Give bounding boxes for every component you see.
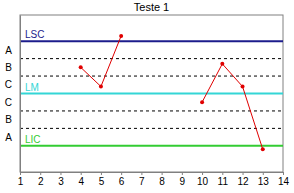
x-tick-mark xyxy=(121,172,122,175)
chart: LSCLMLIC1234567891011121314ABCCBATeste 1 xyxy=(0,0,294,193)
y-axis: ABCCBA xyxy=(5,16,21,173)
x-tick: 10 xyxy=(197,172,209,187)
x-tick-mark xyxy=(60,172,61,175)
zone-line xyxy=(20,76,283,77)
y-tick: C xyxy=(5,79,20,90)
reference-line xyxy=(20,145,283,147)
zone-line xyxy=(20,58,283,59)
reference-line xyxy=(20,93,283,95)
plot-frame xyxy=(20,15,283,172)
x-tick-label: 13 xyxy=(258,176,270,187)
series-point xyxy=(200,100,204,104)
title: Teste 1 xyxy=(134,1,169,13)
y-tick-label: A xyxy=(5,132,12,143)
reference-label: LM xyxy=(25,82,39,93)
x-tick-mark xyxy=(202,172,203,175)
reference-label: LSC xyxy=(25,29,44,40)
x-tick: 12 xyxy=(237,172,249,187)
x-tick: 13 xyxy=(258,172,270,187)
x-tick-label: 5 xyxy=(99,176,105,187)
y-tick: B xyxy=(5,62,20,73)
x-tick-label: 9 xyxy=(180,176,186,187)
x-tick-label: 4 xyxy=(78,176,84,187)
x-axis: 1234567891011121314 xyxy=(18,172,290,187)
x-tick-label: 11 xyxy=(218,176,229,187)
y-tick-label: B xyxy=(5,62,12,73)
x-tick: 5 xyxy=(99,172,105,187)
plot: LSCLMLIC1234567891011121314ABCCBA xyxy=(5,15,290,187)
x-tick-mark xyxy=(243,172,244,175)
reference-label: LIC xyxy=(25,134,41,145)
x-tick-mark xyxy=(263,172,264,175)
series-point xyxy=(261,147,265,151)
y-tick: A xyxy=(5,45,20,56)
x-tick-label: 12 xyxy=(237,176,249,187)
x-tick-mark xyxy=(162,172,163,175)
x-tick-label: 6 xyxy=(119,176,125,187)
x-tick: 7 xyxy=(139,172,145,187)
series-point xyxy=(79,65,83,69)
y-tick-label: B xyxy=(5,114,12,125)
x-tick: 1 xyxy=(18,172,24,187)
x-tick: 8 xyxy=(159,172,165,187)
x-tick-mark xyxy=(222,172,223,175)
y-tick: B xyxy=(5,114,20,125)
zone-line xyxy=(20,110,283,111)
reference-line xyxy=(20,40,283,42)
x-tick-mark xyxy=(81,172,82,175)
x-tick: 6 xyxy=(119,172,125,187)
x-tick: 3 xyxy=(58,172,64,187)
x-tick-mark xyxy=(141,172,142,175)
x-tick: 9 xyxy=(180,172,186,187)
y-tick-label: C xyxy=(5,97,12,108)
x-tick-label: 3 xyxy=(58,176,64,187)
x-tick-label: 14 xyxy=(278,176,290,187)
y-tick: A xyxy=(5,132,20,143)
y-tick-label: C xyxy=(5,79,12,90)
plot-content xyxy=(20,34,283,151)
x-tick: 4 xyxy=(78,172,84,187)
x-tick-label: 2 xyxy=(38,176,44,187)
x-tick-label: 10 xyxy=(197,176,209,187)
series-point xyxy=(220,62,224,66)
x-tick-mark xyxy=(182,172,183,175)
series-point xyxy=(119,34,123,38)
y-axis-line xyxy=(20,16,21,173)
series-line xyxy=(81,36,263,149)
x-tick-label: 8 xyxy=(159,176,165,187)
x-tick: 14 xyxy=(278,172,290,187)
y-tick: C xyxy=(5,97,20,108)
series-point xyxy=(241,85,245,89)
x-tick-mark xyxy=(40,172,41,175)
x-tick-mark xyxy=(283,172,284,175)
y-tick-label: A xyxy=(5,45,12,56)
zone-line xyxy=(20,128,283,129)
x-tick-label: 7 xyxy=(139,176,145,187)
x-tick-mark xyxy=(101,172,102,175)
x-axis-line xyxy=(21,172,284,173)
x-tick-label: 1 xyxy=(18,176,24,187)
series-point xyxy=(99,85,103,89)
x-tick: 2 xyxy=(38,172,44,187)
x-tick: 11 xyxy=(218,172,229,187)
